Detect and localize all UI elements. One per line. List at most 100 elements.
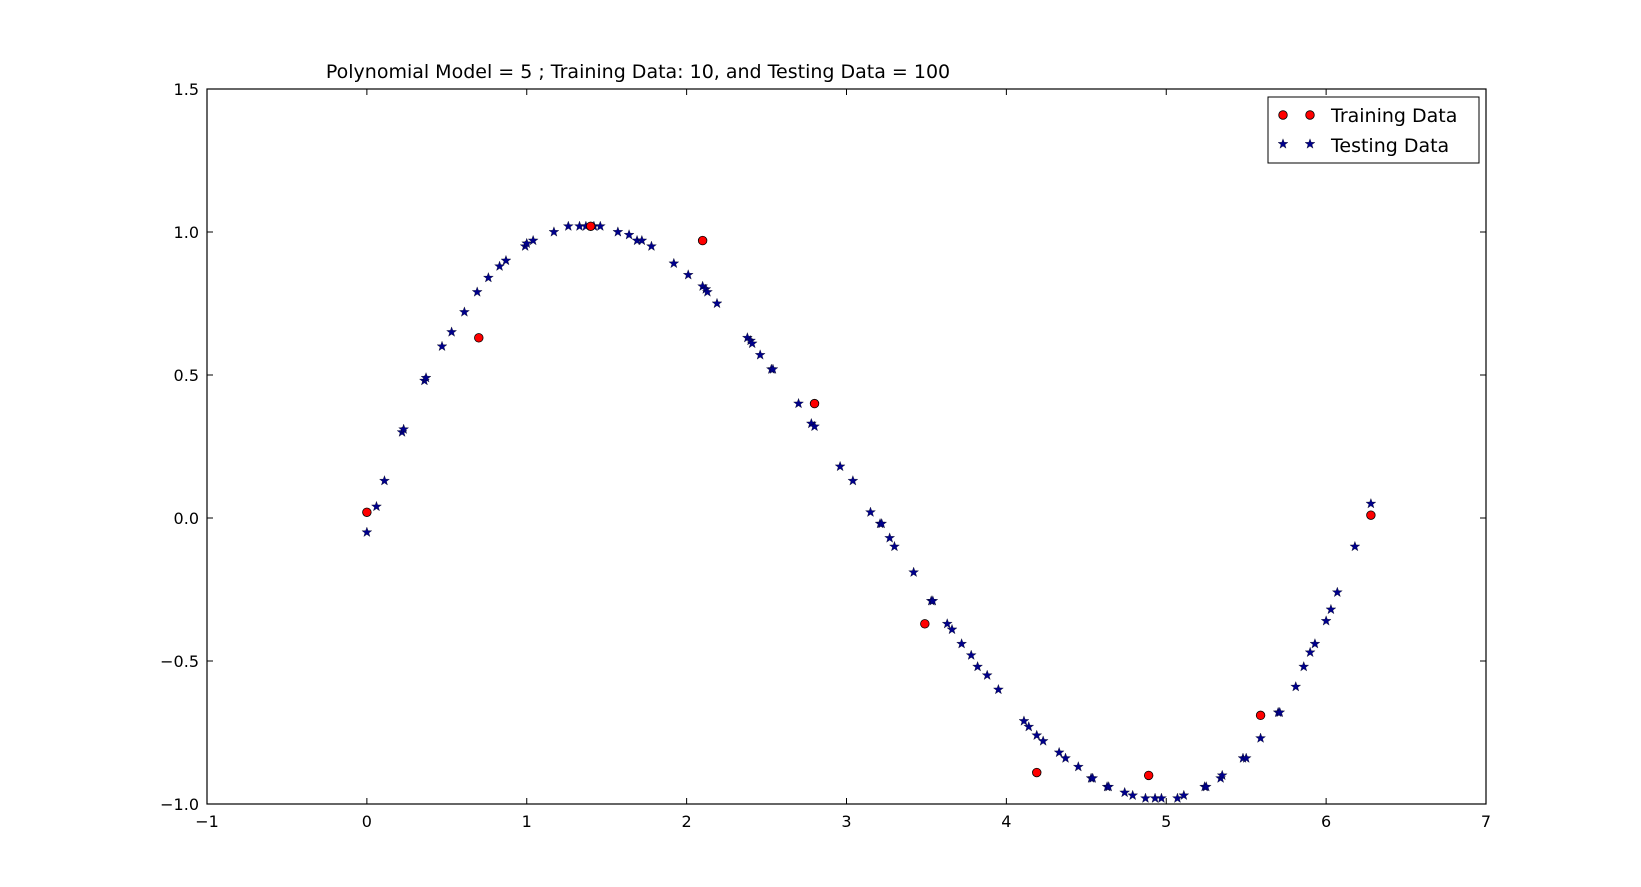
testing-data-point — [1018, 715, 1030, 726]
testing-data-point — [1060, 752, 1071, 763]
testing-data-point — [436, 340, 448, 351]
x-tick-label: −1 — [195, 812, 219, 831]
testing-data-point — [398, 423, 410, 434]
y-tick-label: −0.5 — [160, 652, 199, 671]
testing-data-point — [1240, 752, 1252, 763]
x-tick-label: 1 — [522, 812, 532, 831]
training-data-point — [697, 235, 708, 246]
testing-data-point — [972, 661, 983, 672]
legend-marker-training-2 — [1305, 110, 1315, 120]
testing-data-point — [1298, 661, 1310, 672]
testing-data-point — [1023, 721, 1035, 732]
testing-data-point — [1119, 786, 1131, 798]
testing-data-point — [548, 226, 560, 237]
x-tick-label: 5 — [1161, 812, 1171, 831]
testing-data-point — [1304, 646, 1316, 657]
testing-data-point — [1053, 746, 1065, 758]
testing-data-point — [636, 234, 648, 246]
testing-data-point — [623, 229, 635, 240]
testing-data-point — [500, 254, 512, 266]
axis-ticks: −1 0 1 2 3 4 5 6 7 −1.0 −0.5 0.0 0.5 1.0 1.5 — [160, 80, 1491, 831]
testing-data-point — [682, 269, 694, 280]
testing-data-point — [993, 683, 1004, 695]
testing-data-point — [702, 286, 713, 297]
training-data-point — [809, 398, 820, 409]
testing-data-point — [908, 566, 920, 577]
testing-data-point — [494, 260, 505, 271]
training-data-point — [1143, 770, 1154, 781]
legend-marker-training-1 — [1278, 110, 1288, 120]
testing-data-point — [1103, 781, 1115, 792]
testing-data-point — [1274, 706, 1286, 718]
testing-data-point — [1072, 761, 1084, 772]
training-data-point — [474, 333, 484, 343]
legend-label-training-data: Training Data — [1330, 105, 1457, 127]
testing-data-point — [876, 518, 888, 529]
testing-data-point — [1156, 792, 1167, 803]
legend-box — [1267, 96, 1480, 164]
testing-data-point — [1331, 586, 1343, 597]
testing-data-point — [754, 349, 766, 360]
testing-data-point — [420, 372, 432, 383]
testing-data-point — [927, 595, 939, 606]
testing-data-point — [1037, 735, 1049, 746]
x-tick-label: 2 — [682, 812, 692, 831]
testing-data-point — [483, 272, 494, 283]
x-tick-label: 4 — [1001, 812, 1011, 831]
x-tick-label: 0 — [362, 812, 372, 831]
testing-data-point — [889, 540, 900, 552]
testing-data-point — [459, 306, 470, 317]
y-tick-label: 1.5 — [174, 80, 199, 99]
testing-data-point — [612, 226, 624, 237]
testing-data-point — [711, 297, 723, 309]
y-tick-label: 0.0 — [174, 509, 199, 528]
testing-data-point — [1216, 769, 1228, 780]
testing-data-point — [809, 420, 820, 432]
legend-marker-testing-1 — [1277, 138, 1289, 149]
legend: Training Data Testing Data — [1267, 96, 1480, 164]
testing-data-point — [834, 460, 846, 472]
testing-data-point — [446, 326, 457, 337]
y-tick-label: −1.0 — [160, 795, 199, 814]
testing-data-point — [941, 618, 953, 629]
testing-data-point — [946, 623, 958, 635]
testing-data-point — [594, 220, 606, 231]
testing-data-point — [865, 506, 876, 517]
legend-item-testing-data: Testing Data — [1277, 135, 1449, 157]
training-data-point — [920, 619, 930, 629]
testing-data-point — [1140, 792, 1151, 803]
x-tick-label: 7 — [1481, 812, 1491, 831]
testing-data-point — [1309, 638, 1321, 649]
testing-data-point — [527, 234, 539, 246]
chart-title: Polynomial Model = 5 ; Training Data: 10… — [326, 61, 950, 83]
testing-data-point — [1320, 615, 1332, 626]
training-data-point — [586, 221, 596, 231]
testing-data-point — [1200, 781, 1212, 792]
testing-data-point — [1365, 498, 1377, 509]
y-tick-label: 0.5 — [174, 366, 199, 385]
plot-area — [206, 88, 1487, 805]
training-data-point — [1366, 510, 1376, 520]
data-points — [361, 220, 1377, 803]
testing-data-point — [1178, 789, 1190, 800]
testing-data-point — [1349, 540, 1361, 552]
x-tick-label: 6 — [1321, 812, 1331, 831]
testing-data-point — [847, 475, 859, 486]
testing-data-point — [668, 257, 680, 269]
testing-data-point — [884, 532, 896, 543]
testing-data-point — [1087, 772, 1099, 783]
legend-marker-testing-2 — [1304, 138, 1316, 149]
testing-data-point — [562, 220, 574, 231]
testing-data-point — [793, 397, 804, 409]
testing-data-point — [371, 500, 382, 512]
testing-data-point — [1172, 792, 1183, 803]
y-tick-label: 1.0 — [174, 223, 199, 242]
testing-data-point — [1031, 729, 1043, 740]
testing-data-point — [1127, 789, 1139, 800]
training-data-point — [1032, 767, 1042, 778]
testing-data-point — [471, 286, 483, 297]
testing-data-point — [646, 240, 657, 251]
testing-data-point — [746, 337, 758, 349]
testing-data-point — [521, 237, 533, 249]
